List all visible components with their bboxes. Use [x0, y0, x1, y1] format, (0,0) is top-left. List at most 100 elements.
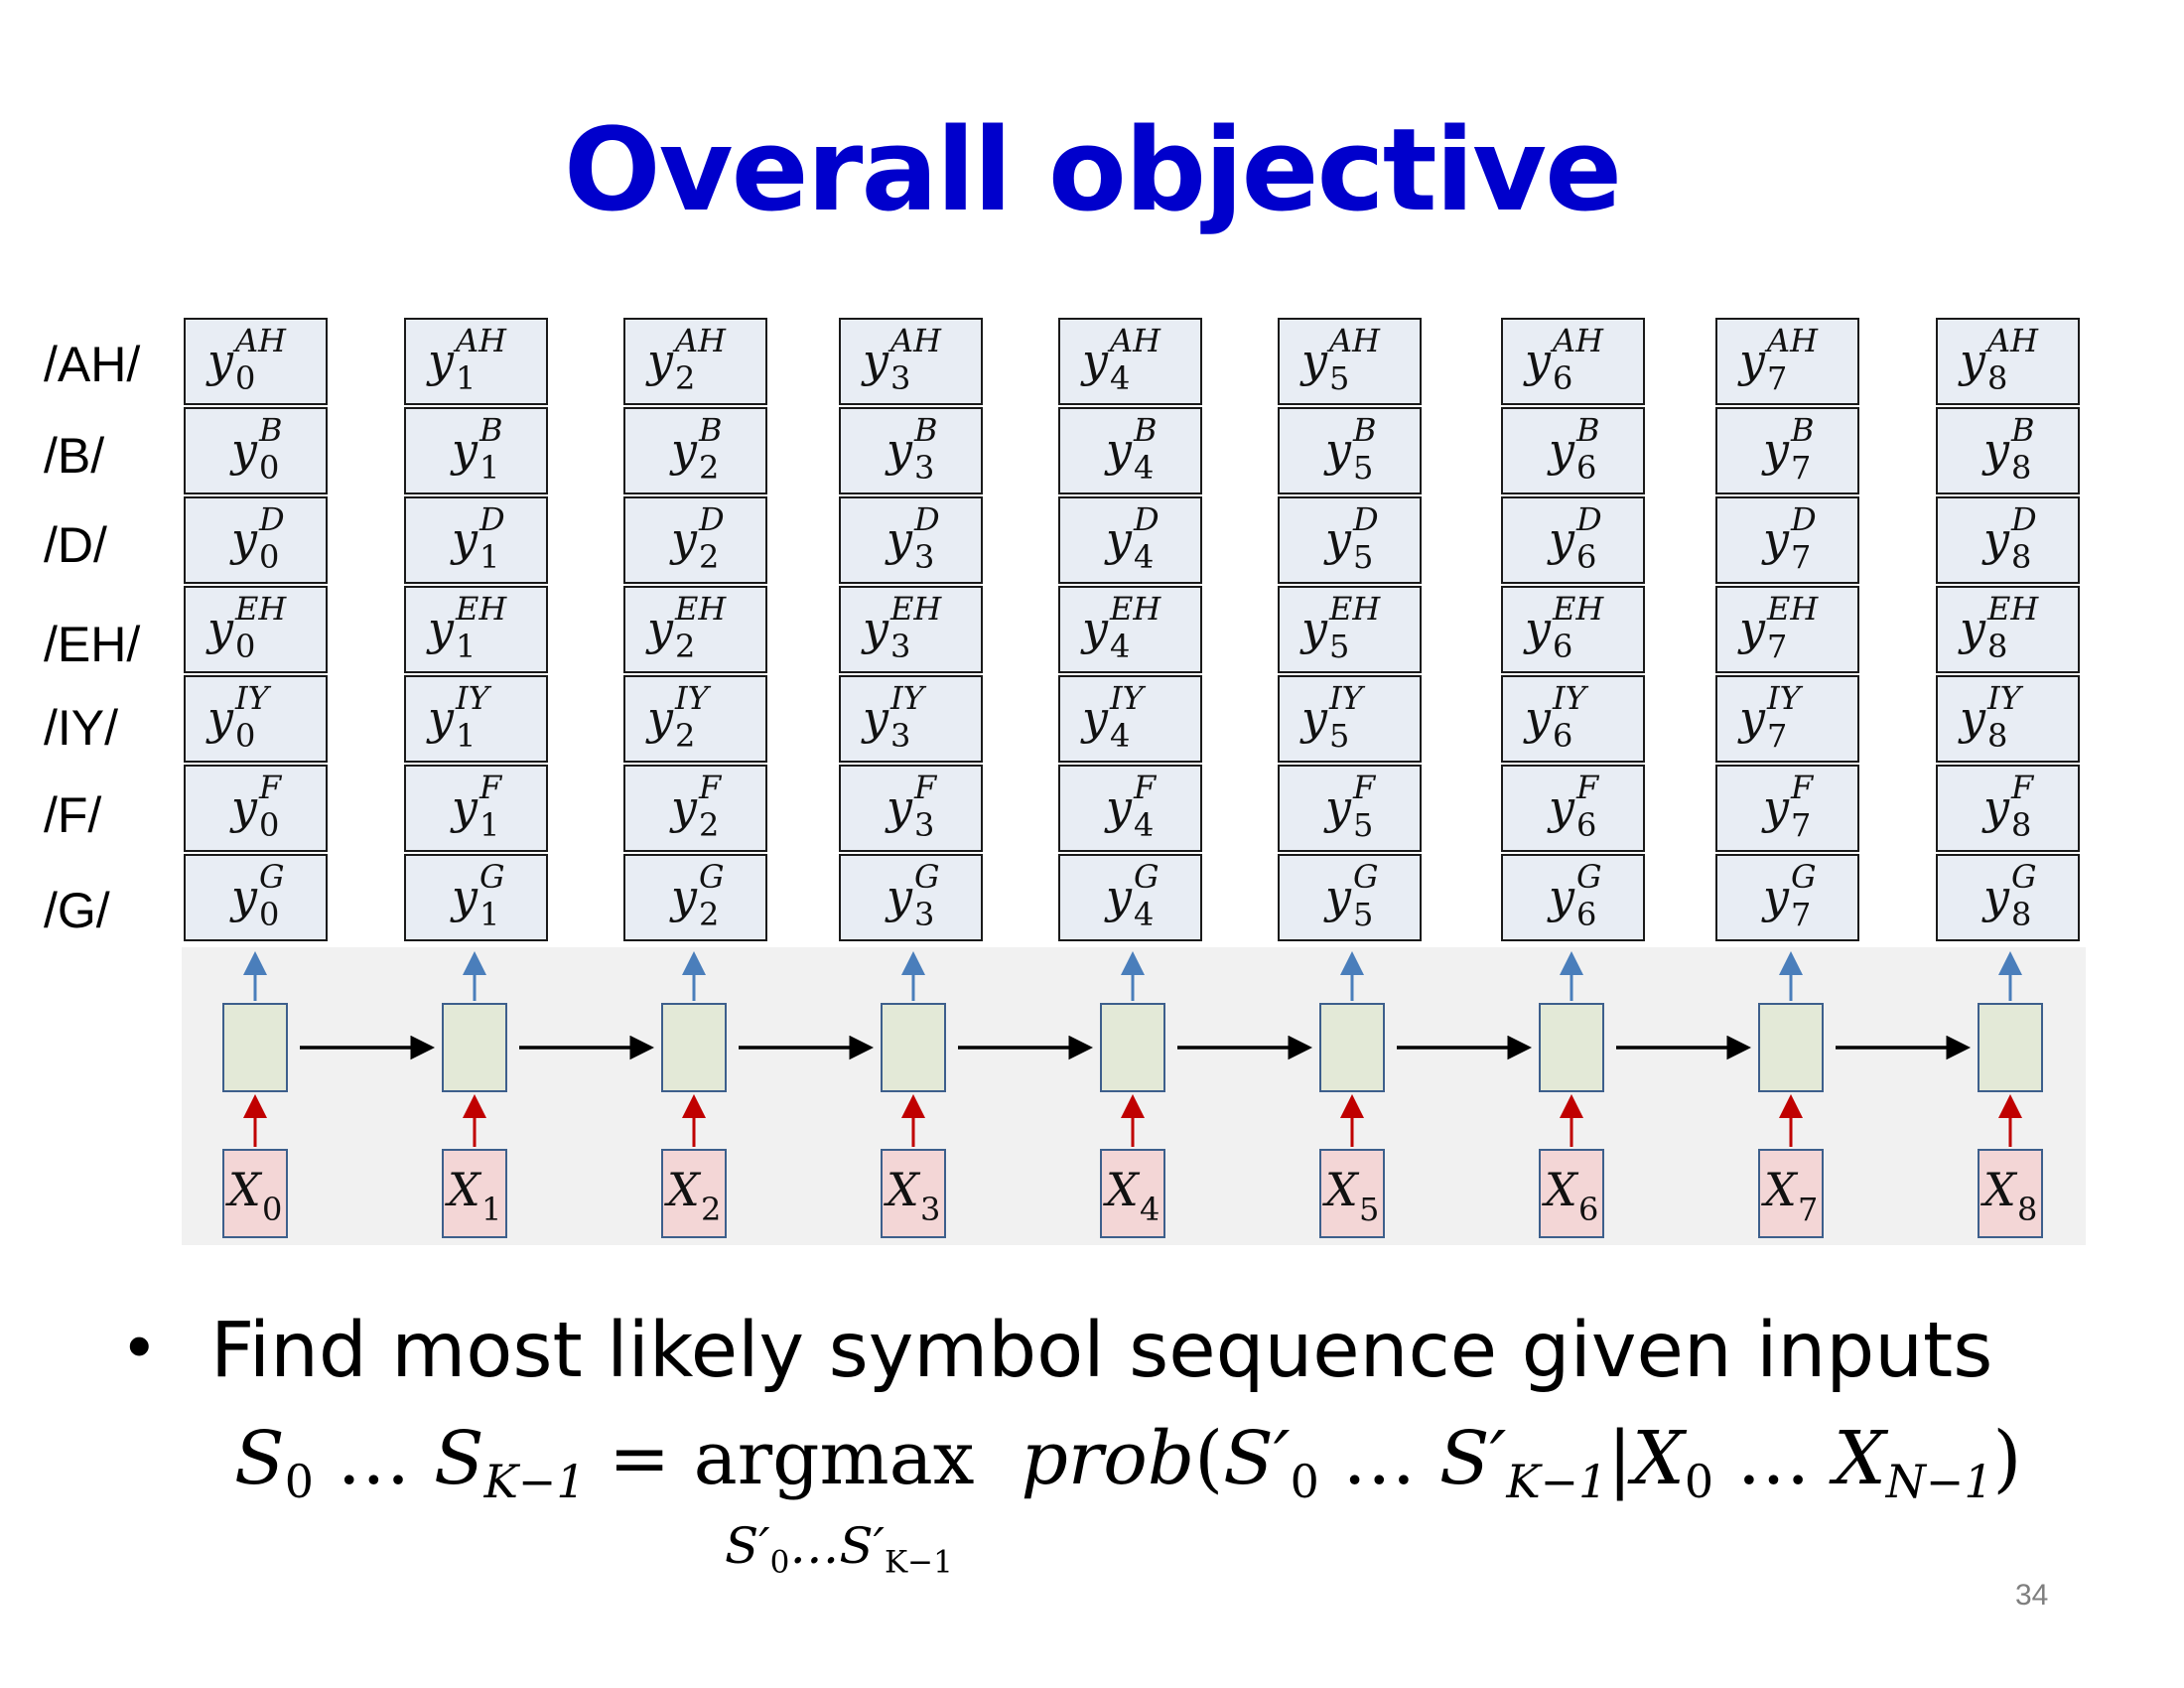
hidden-node [1100, 1003, 1165, 1092]
output-cell-time-index: 8 [2011, 538, 2032, 576]
output-cell-time-index: 8 [2011, 806, 2032, 844]
output-cell-symbol: G [1353, 858, 1379, 896]
output-cell-variable: y [1983, 512, 2009, 566]
input-node-index: 5 [1359, 1191, 1380, 1228]
output-cell-variable: y [1549, 870, 1574, 923]
argmax-sk: S′ [839, 1517, 885, 1575]
output-cell-variable: y [1106, 423, 1132, 477]
output-cell-time-index: 3 [914, 449, 935, 487]
output-cell-symbol: EH [1329, 590, 1381, 628]
output-cell-symbol: IY [1110, 679, 1144, 717]
output-cell-symbol: EH [1767, 590, 1819, 628]
output-cell-variable: y [1082, 691, 1108, 745]
output-cell-variable: y [1082, 602, 1108, 655]
output-cell-symbol: IY [1329, 679, 1363, 717]
eq-sk: S [433, 1416, 484, 1501]
output-cell-symbol: G [1791, 858, 1817, 896]
output-cell: y AH 6 [1501, 318, 1645, 405]
row-label: /IY/ [44, 700, 119, 756]
output-cell-time-index: 3 [890, 628, 911, 665]
output-cell-variable: y [671, 512, 697, 566]
page-number: 34 [2015, 1579, 2049, 1612]
output-cell-variable: y [1983, 423, 2009, 477]
output-cell-symbol: G [1134, 858, 1160, 896]
output-cell: y EH 7 [1715, 586, 1859, 673]
output-cell-symbol: AH [1329, 322, 1381, 359]
output-cell-time-index: 0 [259, 806, 280, 844]
eq-open-paren: ( [1194, 1416, 1224, 1501]
input-node-index: 4 [1140, 1191, 1160, 1228]
output-cell-variable: y [863, 602, 888, 655]
output-cell-time-index: 8 [2011, 896, 2032, 933]
output-cell-symbol: AH [1553, 322, 1604, 359]
output-cell-time-index: 2 [699, 449, 720, 487]
output-cell: y EH 6 [1501, 586, 1645, 673]
output-cell-variable: y [207, 691, 233, 745]
output-cell-variable: y [1549, 512, 1574, 566]
output-cell-time-index: 1 [479, 806, 500, 844]
output-cell-time-index: 5 [1353, 896, 1374, 933]
output-cell-variable: y [1763, 870, 1789, 923]
output-cell-variable: y [1325, 870, 1351, 923]
output-cell-symbol: AH [1767, 322, 1819, 359]
output-cell-variable: y [428, 334, 454, 387]
eq-xn: X [1834, 1416, 1886, 1501]
output-cell-variable: y [207, 334, 233, 387]
output-cell-symbol: G [699, 858, 725, 896]
output-cell-symbol: B [1576, 411, 1600, 449]
output-cell-variable: y [428, 691, 454, 745]
hidden-node [442, 1003, 507, 1092]
output-cell-time-index: 2 [675, 717, 696, 755]
output-cell-symbol: IY [456, 679, 489, 717]
output-cell-variable: y [887, 780, 912, 834]
output-cell: y IY 5 [1278, 675, 1422, 763]
eq-s0-sub: 0 [284, 1454, 314, 1508]
output-cell-time-index: 3 [914, 806, 935, 844]
output-cell-time-index: 2 [675, 359, 696, 397]
output-cell-symbol: EH [890, 590, 942, 628]
output-cell-variable: y [671, 780, 697, 834]
output-cell-time-index: 8 [1987, 717, 2008, 755]
output-cell-variable: y [671, 423, 697, 477]
input-node-index: 3 [920, 1191, 941, 1228]
output-cell: y IY 1 [404, 675, 548, 763]
output-cell-variable: y [1739, 602, 1765, 655]
output-cell-time-index: 2 [699, 538, 720, 576]
eq-dots3: … [1713, 1416, 1835, 1501]
output-cell: y EH 4 [1058, 586, 1202, 673]
output-cell-variable: y [1525, 602, 1551, 655]
output-cell-time-index: 5 [1329, 359, 1350, 397]
output-cell-symbol: F [479, 769, 502, 806]
output-cell-symbol: D [259, 500, 285, 538]
row-label: /D/ [44, 517, 107, 573]
output-cell-variable: y [1549, 423, 1574, 477]
eq-skp: S′ [1438, 1416, 1507, 1501]
output-cell-symbol: B [914, 411, 938, 449]
output-cell-variable: y [1106, 512, 1132, 566]
output-cell: y EH 2 [623, 586, 767, 673]
eq-dots1: … [313, 1416, 434, 1501]
output-cell-variable: y [671, 870, 697, 923]
output-cell-time-index: 0 [235, 717, 256, 755]
output-cell-variable: y [231, 512, 257, 566]
row-label: /EH/ [44, 617, 141, 672]
bullet-text: Find most likely symbol sequence given i… [210, 1307, 1993, 1395]
input-node-variable: X [228, 1163, 261, 1216]
output-cell-variable: y [647, 334, 673, 387]
input-node-index: 8 [2017, 1191, 2038, 1228]
output-cell-symbol: EH [1553, 590, 1604, 628]
